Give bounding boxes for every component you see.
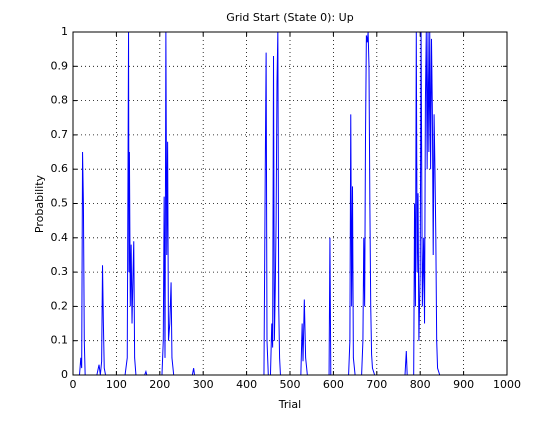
y-tick-label: 0.4 <box>51 231 69 244</box>
y-axis-label: Probability <box>33 174 46 233</box>
x-tick-label: 700 <box>366 378 387 391</box>
plot-frame <box>72 31 508 376</box>
x-tick-label: 900 <box>453 378 474 391</box>
chart-title: Grid Start (State 0): Up <box>226 11 353 24</box>
x-tick-label: 1000 <box>493 378 521 391</box>
x-tick-label: 0 <box>70 378 77 391</box>
x-tick-label: 100 <box>106 378 127 391</box>
x-tick-label: 400 <box>236 378 257 391</box>
x-tick-label: 500 <box>280 378 301 391</box>
y-tick-label: 1 <box>61 25 68 38</box>
y-tick-label: 0.1 <box>51 334 69 347</box>
x-tick-label: 600 <box>323 378 344 391</box>
x-axis-label: Trial <box>278 398 301 411</box>
y-tick-label: 0.8 <box>51 94 69 107</box>
y-tick-label: 0.3 <box>51 265 69 278</box>
y-tick-label: 0.2 <box>51 299 69 312</box>
y-tick-label: 0 <box>61 368 68 381</box>
y-tick-label: 0.9 <box>51 59 69 72</box>
x-tick-label: 200 <box>149 378 170 391</box>
y-tick-label: 0.6 <box>51 162 69 175</box>
y-tick-label: 0.7 <box>51 128 69 141</box>
x-tick-label: 800 <box>410 378 431 391</box>
x-tick-label: 300 <box>193 378 214 391</box>
y-tick-label: 0.5 <box>51 197 69 210</box>
